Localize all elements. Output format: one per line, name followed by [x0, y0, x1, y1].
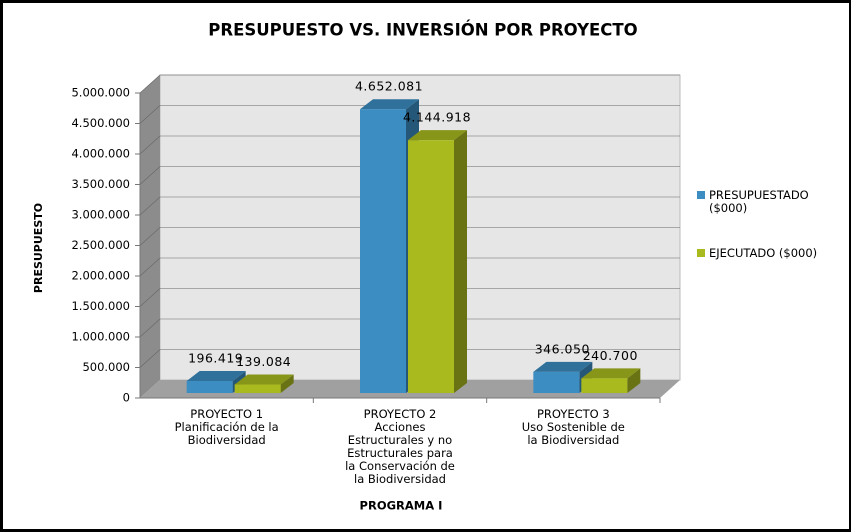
- y-tick-label: 2.500.000: [71, 238, 130, 252]
- y-tick-label: 5.000.000: [71, 86, 130, 100]
- bar-top: [533, 361, 593, 372]
- bar-top: [408, 130, 467, 141]
- bar-top: [581, 368, 641, 379]
- legend-swatch: [697, 249, 705, 257]
- chart-title: PRESUPUESTO VS. INVERSIÓN POR PROYECTO: [208, 21, 637, 40]
- grid-line: [139, 318, 161, 338]
- y-tick-label: 4.000.000: [71, 147, 130, 161]
- legend-swatch: [697, 191, 705, 199]
- grid-line: [139, 135, 161, 155]
- data-label: 4.144.918: [403, 110, 471, 125]
- bar-top: [186, 371, 246, 382]
- bar: [581, 378, 628, 393]
- y-tick-label: 1.000.000: [71, 330, 130, 344]
- y-tick-label: 2.000.000: [71, 269, 130, 283]
- bar-side: [454, 130, 467, 393]
- grid-line: [139, 105, 161, 124]
- data-label: 196.419: [188, 351, 243, 366]
- y-tick-label: 0: [123, 391, 130, 405]
- bar: [234, 384, 281, 393]
- bar: [186, 381, 233, 393]
- legend-label: EJECUTADO ($000): [709, 246, 818, 260]
- grid-line: [139, 227, 161, 246]
- bar-side: [627, 368, 641, 393]
- bar: [408, 140, 454, 393]
- bar: [360, 109, 406, 394]
- x-axis-label: PROGRAMA I: [360, 499, 443, 513]
- data-label: 346.050: [535, 341, 590, 356]
- grid-line: [139, 288, 161, 307]
- grid-line: [139, 349, 161, 368]
- grid-line: [139, 257, 161, 277]
- y-tick-label: 3.000.000: [71, 208, 130, 222]
- grid-line: [139, 74, 161, 94]
- data-label: 139.084: [236, 354, 291, 369]
- y-axis-label: PRESUPUESTO: [32, 203, 45, 293]
- x-tick-label: PROYECTO 2 Acciones Estructurales y no E…: [345, 407, 455, 486]
- x-tick-label: PROYECTO 1 Planificación de la Biodivers…: [174, 407, 279, 447]
- y-tick-label: 3.500.000: [71, 177, 130, 191]
- chart: PRESUPUESTO VS. INVERSIÓN POR PROYECTO P…: [32, 21, 681, 513]
- bar-top: [234, 374, 294, 385]
- bar-side: [280, 374, 294, 393]
- data-label: 240.700: [583, 348, 638, 363]
- bar: [533, 371, 580, 393]
- bar-top: [360, 99, 419, 110]
- y-tick-label: 500.000: [82, 360, 130, 374]
- grid-line: [139, 166, 161, 185]
- y-tick-label: 4.500.000: [71, 116, 130, 130]
- data-label: 4.652.081: [355, 79, 423, 94]
- y-tick-label: 1.500.000: [71, 299, 130, 313]
- grid-line: [139, 196, 161, 216]
- legend-label: PRESUPUESTADO ($000): [709, 188, 809, 215]
- x-tick-label: PROYECTO 3 Uso Sostenible de la Biodiver…: [521, 407, 625, 447]
